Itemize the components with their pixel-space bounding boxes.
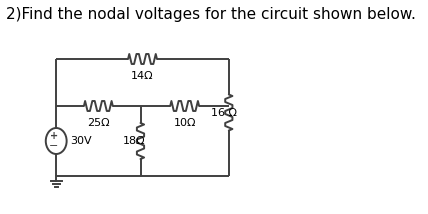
Text: +: +: [50, 131, 58, 141]
Text: 30V: 30V: [70, 136, 92, 146]
Text: 10Ω: 10Ω: [173, 118, 196, 128]
Text: −: −: [49, 141, 59, 151]
Text: 18Ω: 18Ω: [123, 136, 146, 146]
Text: 25Ω: 25Ω: [87, 118, 110, 128]
Text: 14Ω: 14Ω: [131, 71, 154, 81]
Text: 16 Ω: 16 Ω: [211, 107, 237, 117]
Text: 2)Find the nodal voltages for the circuit shown below.: 2)Find the nodal voltages for the circui…: [6, 7, 416, 22]
